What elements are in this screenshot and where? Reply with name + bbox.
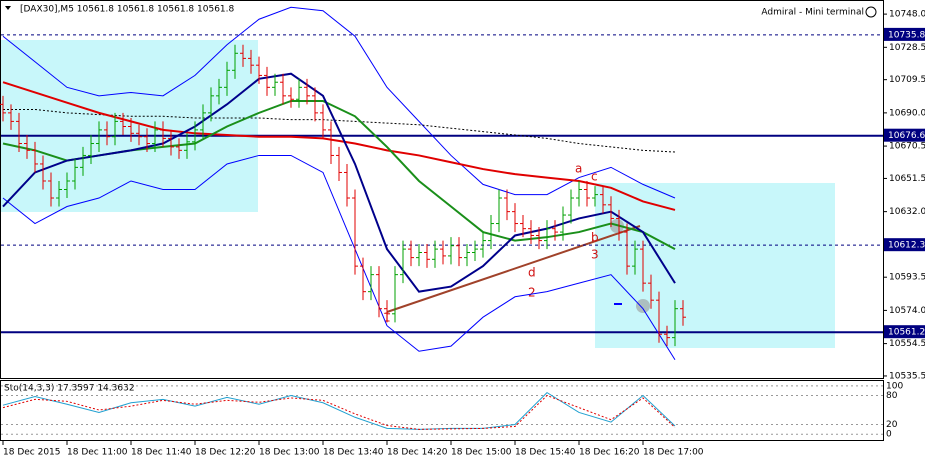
indicator-line — [2, 394, 676, 430]
annotation: c — [591, 170, 598, 184]
terminal-label: Admiral - Mini terminal — [761, 8, 864, 18]
menu-arrow[interactable] — [5, 6, 11, 10]
x-tick-label: 18 Dec 13:00 — [259, 448, 320, 458]
level-badge — [884, 325, 925, 339]
level-label: 10612.3 — [888, 241, 925, 251]
annotation: b — [591, 231, 599, 245]
indicator-line — [2, 391, 676, 430]
indicator-title: Sto(14,3,3) 17.3597 14.3632 — [4, 384, 135, 394]
annotation: 3 — [591, 248, 599, 262]
y-tick-label: 10554.5 — [889, 339, 925, 349]
y-tick-label: 10632.0 — [889, 207, 925, 217]
x-tick-label: 18 Dec 11:00 — [67, 448, 128, 458]
sub-panel — [0, 380, 884, 441]
level-badge — [884, 27, 925, 41]
level-label: 10735.8 — [888, 30, 925, 40]
y-tick-label: 100 — [886, 381, 903, 391]
y-tick-label: 10670.5 — [889, 142, 925, 152]
annotation: d — [528, 266, 536, 280]
level-badge — [884, 238, 925, 252]
smiley — [865, 6, 877, 18]
x-tick-label: 18 Dec 15:40 — [515, 448, 576, 458]
marker — [636, 299, 650, 313]
y-tick-label: 20 — [886, 420, 898, 430]
highlight-zone — [595, 183, 835, 348]
level-label: 10561.2 — [888, 328, 925, 338]
y-tick-label: 10574.0 — [889, 306, 925, 316]
y-tick-label: 10690.0 — [889, 108, 925, 118]
y-tick-label: 10728.5 — [889, 43, 925, 53]
y-tick-label: 0 — [886, 430, 892, 440]
y-tick-label: 10535.5 — [889, 371, 925, 381]
trend-line — [386, 225, 641, 313]
x-tick-label: 18 Dec 12:20 — [195, 448, 256, 458]
indicator-line — [2, 6, 676, 199]
y-tick-label: 10593.5 — [889, 273, 925, 283]
x-tick-label: 18 Dec 2015 — [3, 448, 61, 458]
y-tick-label: 10651.5 — [889, 174, 925, 184]
y-tick-label: 10709.5 — [889, 75, 925, 85]
chart-title: [DAX30],M5 10561.8 10561.8 10561.8 10561… — [20, 5, 235, 15]
level-label: 10676.6 — [888, 131, 925, 141]
x-tick-label: 18 Dec 11:40 — [131, 448, 192, 458]
annotation: 2 — [528, 286, 536, 300]
x-tick-label: 18 Dec 13:40 — [323, 448, 384, 458]
y-tick-label: 80 — [886, 391, 898, 401]
x-tick-label: 18 Dec 15:00 — [451, 448, 512, 458]
indicator-line — [2, 154, 676, 361]
annotation: a — [575, 162, 582, 176]
x-tick-label: 18 Dec 14:20 — [387, 448, 448, 458]
x-tick-label: 18 Dec 17:00 — [643, 448, 704, 458]
level-badge — [884, 128, 925, 142]
main-panel — [0, 0, 884, 379]
x-tick-label: 18 Dec 16:20 — [579, 448, 640, 458]
y-tick-label: 10748.0 — [889, 10, 925, 20]
